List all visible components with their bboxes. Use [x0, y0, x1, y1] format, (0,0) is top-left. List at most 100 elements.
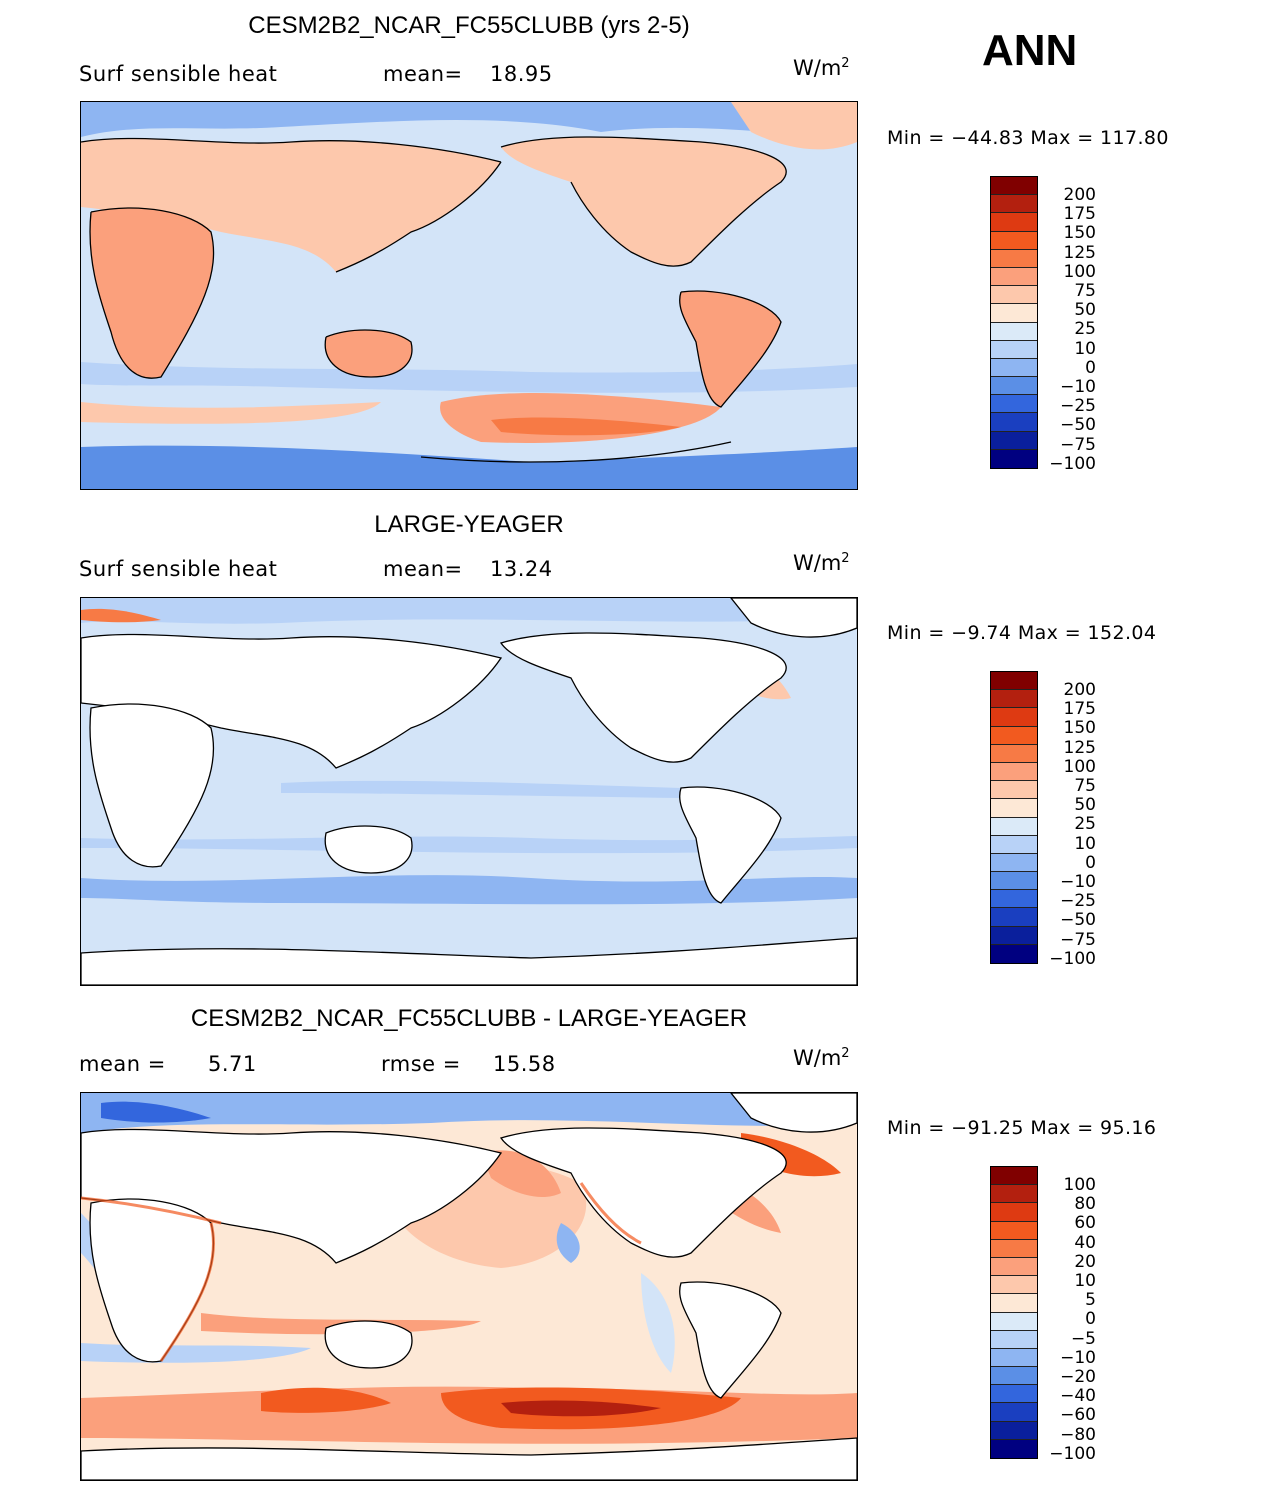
colorbar-swatch: [991, 1403, 1037, 1422]
colorbar-swatch: [991, 1439, 1037, 1458]
colorbar-tick-label: −5: [1070, 1328, 1096, 1349]
colorbar-tick-label: 200: [1063, 680, 1096, 700]
colorbar-swatch: [991, 926, 1037, 945]
colorbar-tick-label: 75: [1074, 281, 1096, 302]
panel3-rmse-value: 15.58: [493, 1052, 556, 1076]
panel3-mean-value: 5.71: [208, 1052, 257, 1076]
colorbar-tick-label: 5: [1085, 1290, 1096, 1311]
colorbar-swatch: [991, 853, 1037, 873]
colorbar-tick-label: 50: [1074, 795, 1096, 816]
colorbar-tick-label: −50: [1060, 415, 1096, 436]
colorbar-swatch: [991, 1385, 1037, 1404]
colorbar-tick-label: 25: [1074, 319, 1096, 340]
panel2-minmax: Min = −9.74 Max = 152.04: [887, 622, 1157, 644]
colorbar-tick-label: −100: [1049, 1443, 1096, 1464]
colorbar-swatch: [991, 286, 1037, 305]
panel2-mean-label: mean=: [383, 557, 463, 581]
colorbar-swatch: [991, 690, 1037, 709]
colorbar-swatch: [991, 358, 1037, 378]
colorbar-tick-label: 0: [1085, 1309, 1096, 1330]
colorbar-tick-label: 75: [1074, 776, 1096, 797]
panel3-title: CESM2B2_NCAR_FC55CLUBB - LARGE-YEAGER: [190, 1005, 748, 1032]
colorbar-swatch: [991, 835, 1037, 854]
colorbar-tick-label: 200: [1063, 185, 1096, 205]
colorbar-swatch: [991, 213, 1037, 232]
panel3-map-svg: [81, 1093, 857, 1480]
colorbar-tick-label: 40: [1074, 1232, 1096, 1253]
colorbar-tick-label: 10: [1074, 833, 1096, 854]
panel2-units: W/m2: [793, 551, 850, 575]
colorbar-tick-label: 125: [1063, 737, 1096, 758]
colorbar-tick-label: −75: [1060, 434, 1096, 455]
colorbar-swatch: [991, 817, 1037, 836]
colorbar-tick-label: 50: [1074, 300, 1096, 321]
colorbar-swatch: [991, 449, 1037, 468]
colorbar-tick-label: −80: [1060, 1424, 1096, 1445]
colorbar-swatch: [991, 340, 1037, 359]
panel3-units: W/m2: [793, 1046, 850, 1070]
panel1-units: W/m2: [793, 56, 850, 80]
colorbar-swatch: [991, 249, 1037, 268]
panel2-variable: Surf sensible heat: [79, 557, 278, 581]
colorbar-tick-label: 0: [1085, 357, 1096, 378]
colorbar-tick-label: 10: [1074, 1271, 1096, 1292]
colorbar-swatch: [991, 1367, 1037, 1386]
panel1-colorbar: [990, 176, 1038, 469]
colorbar-tick-label: 25: [1074, 814, 1096, 835]
panel1-map: [80, 101, 858, 490]
colorbar-swatch: [991, 672, 1037, 691]
colorbar-tick-label: −10: [1060, 1347, 1096, 1368]
panel1-colorbar-labels: 200 175 150 125 100 75 50 25 10 0 −10 −25 −50 −75 −100: [1046, 185, 1096, 474]
colorbar-swatch: [991, 890, 1037, 909]
colorbar-swatch: [991, 195, 1037, 214]
colorbar-swatch: [991, 177, 1037, 196]
colorbar-tick-label: 100: [1063, 261, 1096, 282]
colorbar-tick-label: −100: [1049, 948, 1096, 969]
colorbar-swatch: [991, 1221, 1037, 1240]
colorbar-tick-label: −10: [1060, 872, 1096, 893]
colorbar-tick-label: −25: [1060, 396, 1096, 417]
colorbar-swatch: [991, 1257, 1037, 1277]
panel3-colorbar-labels: 100 80 60 40 20 10 5 0 −5 −10 −20 −40 −60 −80 −100: [1046, 1175, 1096, 1464]
colorbar-swatch: [991, 872, 1037, 891]
colorbar-swatch: [991, 322, 1037, 341]
colorbar-swatch: [991, 1348, 1037, 1368]
colorbar-swatch: [991, 762, 1037, 782]
panel1-minmax: Min = −44.83 Max = 117.80: [887, 127, 1169, 149]
colorbar-tick-label: 60: [1074, 1213, 1096, 1234]
colorbar-tick-label: 100: [1063, 756, 1096, 777]
panel2-colorbar-labels: 200 175 150 125 100 75 50 25 10 0 −10 −25 −50 −75 −100: [1046, 680, 1096, 969]
panel1-mean-label: mean=: [383, 62, 463, 86]
colorbar-tick-label: 10: [1074, 338, 1096, 359]
colorbar-swatch: [991, 1330, 1037, 1349]
colorbar-swatch: [991, 395, 1037, 414]
panel2-title: LARGE-YEAGER: [374, 511, 564, 538]
colorbar-swatch: [991, 1276, 1037, 1295]
panel1-mean-value: 18.95: [490, 62, 553, 86]
colorbar-tick-label: 0: [1085, 852, 1096, 873]
colorbar-tick-label: −20: [1060, 1367, 1096, 1388]
colorbar-tick-label: −40: [1060, 1386, 1096, 1407]
colorbar-swatch: [991, 413, 1037, 432]
colorbar-swatch: [991, 1312, 1037, 1331]
panel3-rmse-label: rmse =: [381, 1052, 461, 1076]
colorbar-tick-label: −10: [1060, 377, 1096, 398]
colorbar-swatch: [991, 231, 1037, 250]
colorbar-tick-label: −25: [1060, 891, 1096, 912]
colorbar-tick-label: −100: [1049, 453, 1096, 474]
colorbar-swatch: [991, 708, 1037, 727]
panel3-minmax: Min = −91.25 Max = 95.16: [887, 1117, 1157, 1139]
colorbar-swatch: [991, 744, 1037, 763]
panel1-variable: Surf sensible heat: [79, 62, 278, 86]
colorbar-swatch: [991, 377, 1037, 396]
season-label: ANN: [982, 26, 1078, 75]
colorbar-swatch: [991, 1167, 1037, 1186]
colorbar-swatch: [991, 1185, 1037, 1204]
colorbar-swatch: [991, 726, 1037, 745]
panel2-map: [80, 597, 858, 986]
colorbar-swatch: [991, 799, 1037, 818]
colorbar-swatch: [991, 944, 1037, 963]
colorbar-tick-label: 125: [1063, 242, 1096, 263]
colorbar-tick-label: 100: [1063, 1175, 1096, 1195]
colorbar-tick-label: 175: [1063, 204, 1096, 225]
